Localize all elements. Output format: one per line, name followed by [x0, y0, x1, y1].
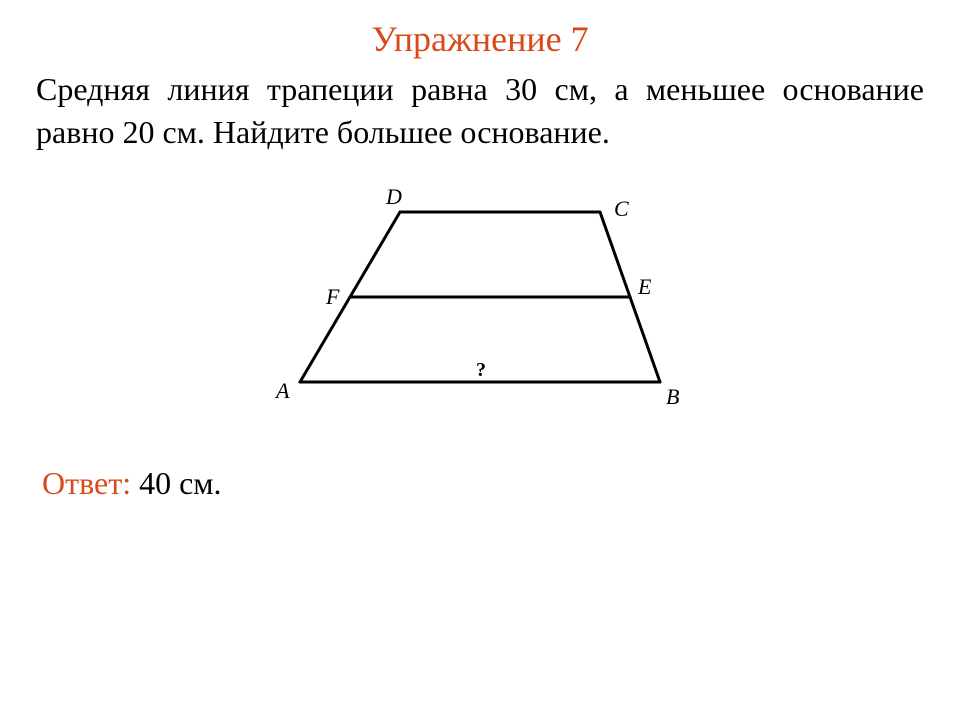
trapezoid-diagram: A B C D E F? [270, 182, 690, 417]
answer-label: Ответ: [42, 465, 131, 501]
point-label-E: E [637, 274, 652, 299]
diagram-svg: A B C D E F? [270, 182, 690, 412]
question-mark: ? [476, 359, 486, 381]
point-label-B: B [666, 384, 679, 409]
diagram-container: A B C D E F? [0, 182, 960, 417]
point-label-D: D [385, 184, 402, 209]
point-label-A: A [274, 378, 290, 403]
exercise-title: Упражнение 7 [0, 0, 960, 68]
point-label-C: C [614, 196, 629, 221]
answer-value: 40 см. [131, 465, 221, 501]
problem-text: Средняя линия трапеции равна 30 см, а ме… [0, 68, 960, 154]
answer-line: Ответ: 40 см. [0, 465, 960, 502]
point-label-F: F [325, 284, 340, 309]
